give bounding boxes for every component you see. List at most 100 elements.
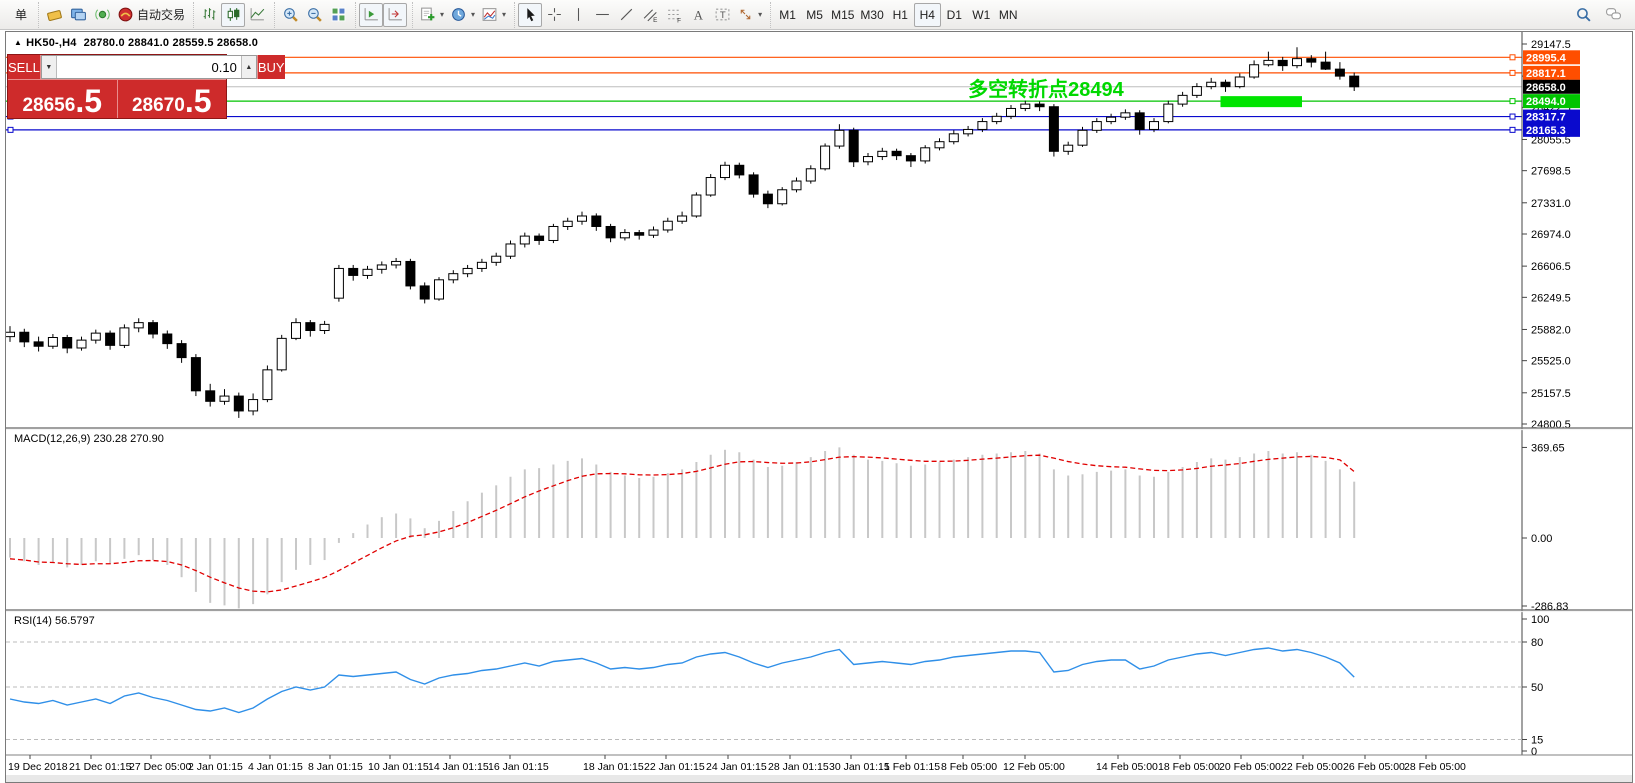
svg-text:28055.5: 28055.5 xyxy=(1531,134,1571,146)
volume-stepper: ▼ ▲ xyxy=(40,55,257,79)
svg-text:28317.7: 28317.7 xyxy=(1526,112,1566,124)
channel-icon: E xyxy=(643,9,657,23)
volume-decrease-button[interactable]: ▼ xyxy=(41,56,57,78)
chart-shift-button[interactable] xyxy=(383,2,408,27)
svg-text:27331.0: 27331.0 xyxy=(1531,198,1571,210)
shift-icon xyxy=(388,8,402,21)
volume-increase-button[interactable]: ▲ xyxy=(240,56,256,78)
svg-text:T: T xyxy=(719,10,725,21)
main-toolbar: 单 自动交易 ▾ ▾ ▾ E F A T ▾ M1 M5 M15 M30 H1 H4 D1 W1 MN xyxy=(0,0,1635,30)
toolbar-group xyxy=(274,1,353,28)
sell-button[interactable]: SELL xyxy=(8,55,41,79)
svg-text:0.00: 0.00 xyxy=(1531,533,1552,545)
svg-text:1 Feb 01:15: 1 Feb 01:15 xyxy=(884,761,940,773)
charts-window-button[interactable] xyxy=(66,3,90,27)
vertical-line-button[interactable] xyxy=(566,3,590,27)
arrows-icon xyxy=(740,9,751,20)
zoomout-icon xyxy=(307,8,322,22)
signals-button[interactable] xyxy=(90,3,114,27)
timeframe-d1-button[interactable]: D1 xyxy=(941,3,968,27)
timeframe-m1-button[interactable]: M1 xyxy=(774,3,801,27)
line-handle[interactable] xyxy=(1509,69,1516,76)
bars-icon xyxy=(203,8,215,20)
line-handle[interactable] xyxy=(7,126,14,133)
sell-price[interactable]: 28656.5 xyxy=(8,80,118,118)
timeframe-h4-button[interactable]: H4 xyxy=(913,2,941,27)
price-chart-svg[interactable]: 多空转折点2849429147.528780.028422.528055.527… xyxy=(6,32,1632,782)
svg-text:25525.0: 25525.0 xyxy=(1531,356,1571,368)
zoomin-icon xyxy=(283,8,298,22)
timeframe-mn-button-label: MN xyxy=(998,7,1018,22)
text-label-button[interactable]: T xyxy=(710,3,734,27)
newchart-icon xyxy=(421,7,435,21)
hline-icon xyxy=(595,13,609,16)
macd-label: MACD(12,26,9) 230.28 270.90 xyxy=(14,433,164,445)
periods-button[interactable]: ▾ xyxy=(447,3,478,27)
macd-pane[interactable]: 369.65 0.00 -286.83 xyxy=(9,442,1568,613)
svg-text:E: E xyxy=(653,17,657,23)
new-order-button[interactable]: 单 xyxy=(9,3,33,27)
timeframe-w1-button[interactable]: W1 xyxy=(968,3,995,27)
equidistant-channel-button[interactable]: E xyxy=(638,3,662,27)
timeframe-mn-button[interactable]: MN xyxy=(995,3,1022,27)
svg-text:28 Feb 05:00: 28 Feb 05:00 xyxy=(1404,761,1466,773)
favorites-button[interactable] xyxy=(42,3,66,27)
line-chart-button[interactable] xyxy=(245,3,269,27)
svg-text:26606.5: 26606.5 xyxy=(1531,261,1571,273)
timeframe-m30-button[interactable]: M30 xyxy=(857,3,886,27)
horizontal-line-button[interactable] xyxy=(590,3,614,27)
zoom-in-button[interactable] xyxy=(278,3,302,27)
svg-text:26974.0: 26974.0 xyxy=(1531,229,1571,241)
volume-input[interactable] xyxy=(56,56,241,78)
line-handle[interactable] xyxy=(1509,113,1516,120)
zoom-out-button[interactable] xyxy=(302,3,326,27)
line-handle[interactable] xyxy=(1509,98,1516,105)
svg-text:28658.0: 28658.0 xyxy=(1526,82,1566,94)
new-chart-button[interactable]: ▾ xyxy=(416,3,447,27)
turning-point-annotation[interactable]: 多空转折点28494 xyxy=(968,77,1124,101)
chat-button[interactable] xyxy=(1601,3,1625,27)
toolbar-group: ▾ ▾ ▾ xyxy=(412,1,512,28)
cursor-button[interactable] xyxy=(518,2,543,27)
svg-text:0: 0 xyxy=(1531,746,1537,758)
timeframe-d1-button-label: D1 xyxy=(946,7,962,22)
textbox-icon: T xyxy=(715,8,729,21)
fibonacci-button[interactable]: F xyxy=(662,3,686,27)
rsi-pane[interactable]: 100 80 50 150 xyxy=(6,614,1549,758)
auto-scroll-button[interactable] xyxy=(359,2,384,27)
chevron-down-icon: ▾ xyxy=(471,10,476,19)
candlestick-chart-button[interactable] xyxy=(221,2,246,27)
arrows-button[interactable]: ▾ xyxy=(734,3,765,27)
search-icon xyxy=(1576,8,1591,22)
timeframe-h1-button[interactable]: H1 xyxy=(887,3,914,27)
chat-icon xyxy=(1605,8,1621,20)
text-button[interactable]: A xyxy=(686,3,710,27)
tile-windows-button[interactable] xyxy=(326,3,350,27)
line-handle[interactable] xyxy=(1509,126,1516,133)
buy-price[interactable]: 28670.5 xyxy=(118,80,227,118)
toolbar-group: 自动交易 xyxy=(38,1,191,28)
svg-text:4 Jan 01:15: 4 Jan 01:15 xyxy=(248,761,303,773)
crosshair-button[interactable] xyxy=(542,3,566,27)
linechart-icon xyxy=(250,8,264,21)
one-click-trading-panel: SELL ▼ ▲ BUY 28656.5 28670.5 xyxy=(7,54,285,119)
autotrade-button[interactable]: 自动交易 xyxy=(114,3,188,27)
hat-icon xyxy=(118,7,133,22)
search-button[interactable] xyxy=(1571,3,1595,27)
timeframe-m15-button[interactable]: M15 xyxy=(828,3,857,27)
line-handle[interactable] xyxy=(1509,54,1516,61)
chevron-down-icon: ▾ xyxy=(502,10,507,19)
buy-button[interactable]: BUY xyxy=(256,55,285,79)
price-axis[interactable]: 29147.528780.028422.528055.527698.527331… xyxy=(1521,32,1580,755)
timeframe-m1-button-label: M1 xyxy=(779,7,796,22)
trendline-button[interactable] xyxy=(614,3,638,27)
svg-text:16 Jan 01:15: 16 Jan 01:15 xyxy=(488,761,549,773)
templates-button[interactable]: ▾ xyxy=(478,3,509,27)
svg-text:27698.5: 27698.5 xyxy=(1531,166,1571,178)
bar-chart-button[interactable] xyxy=(197,3,221,27)
screens-icon xyxy=(70,8,86,21)
toolbar-group xyxy=(355,1,410,28)
highlight-rectangle[interactable] xyxy=(1220,96,1303,108)
timeframe-m5-button[interactable]: M5 xyxy=(801,3,828,27)
